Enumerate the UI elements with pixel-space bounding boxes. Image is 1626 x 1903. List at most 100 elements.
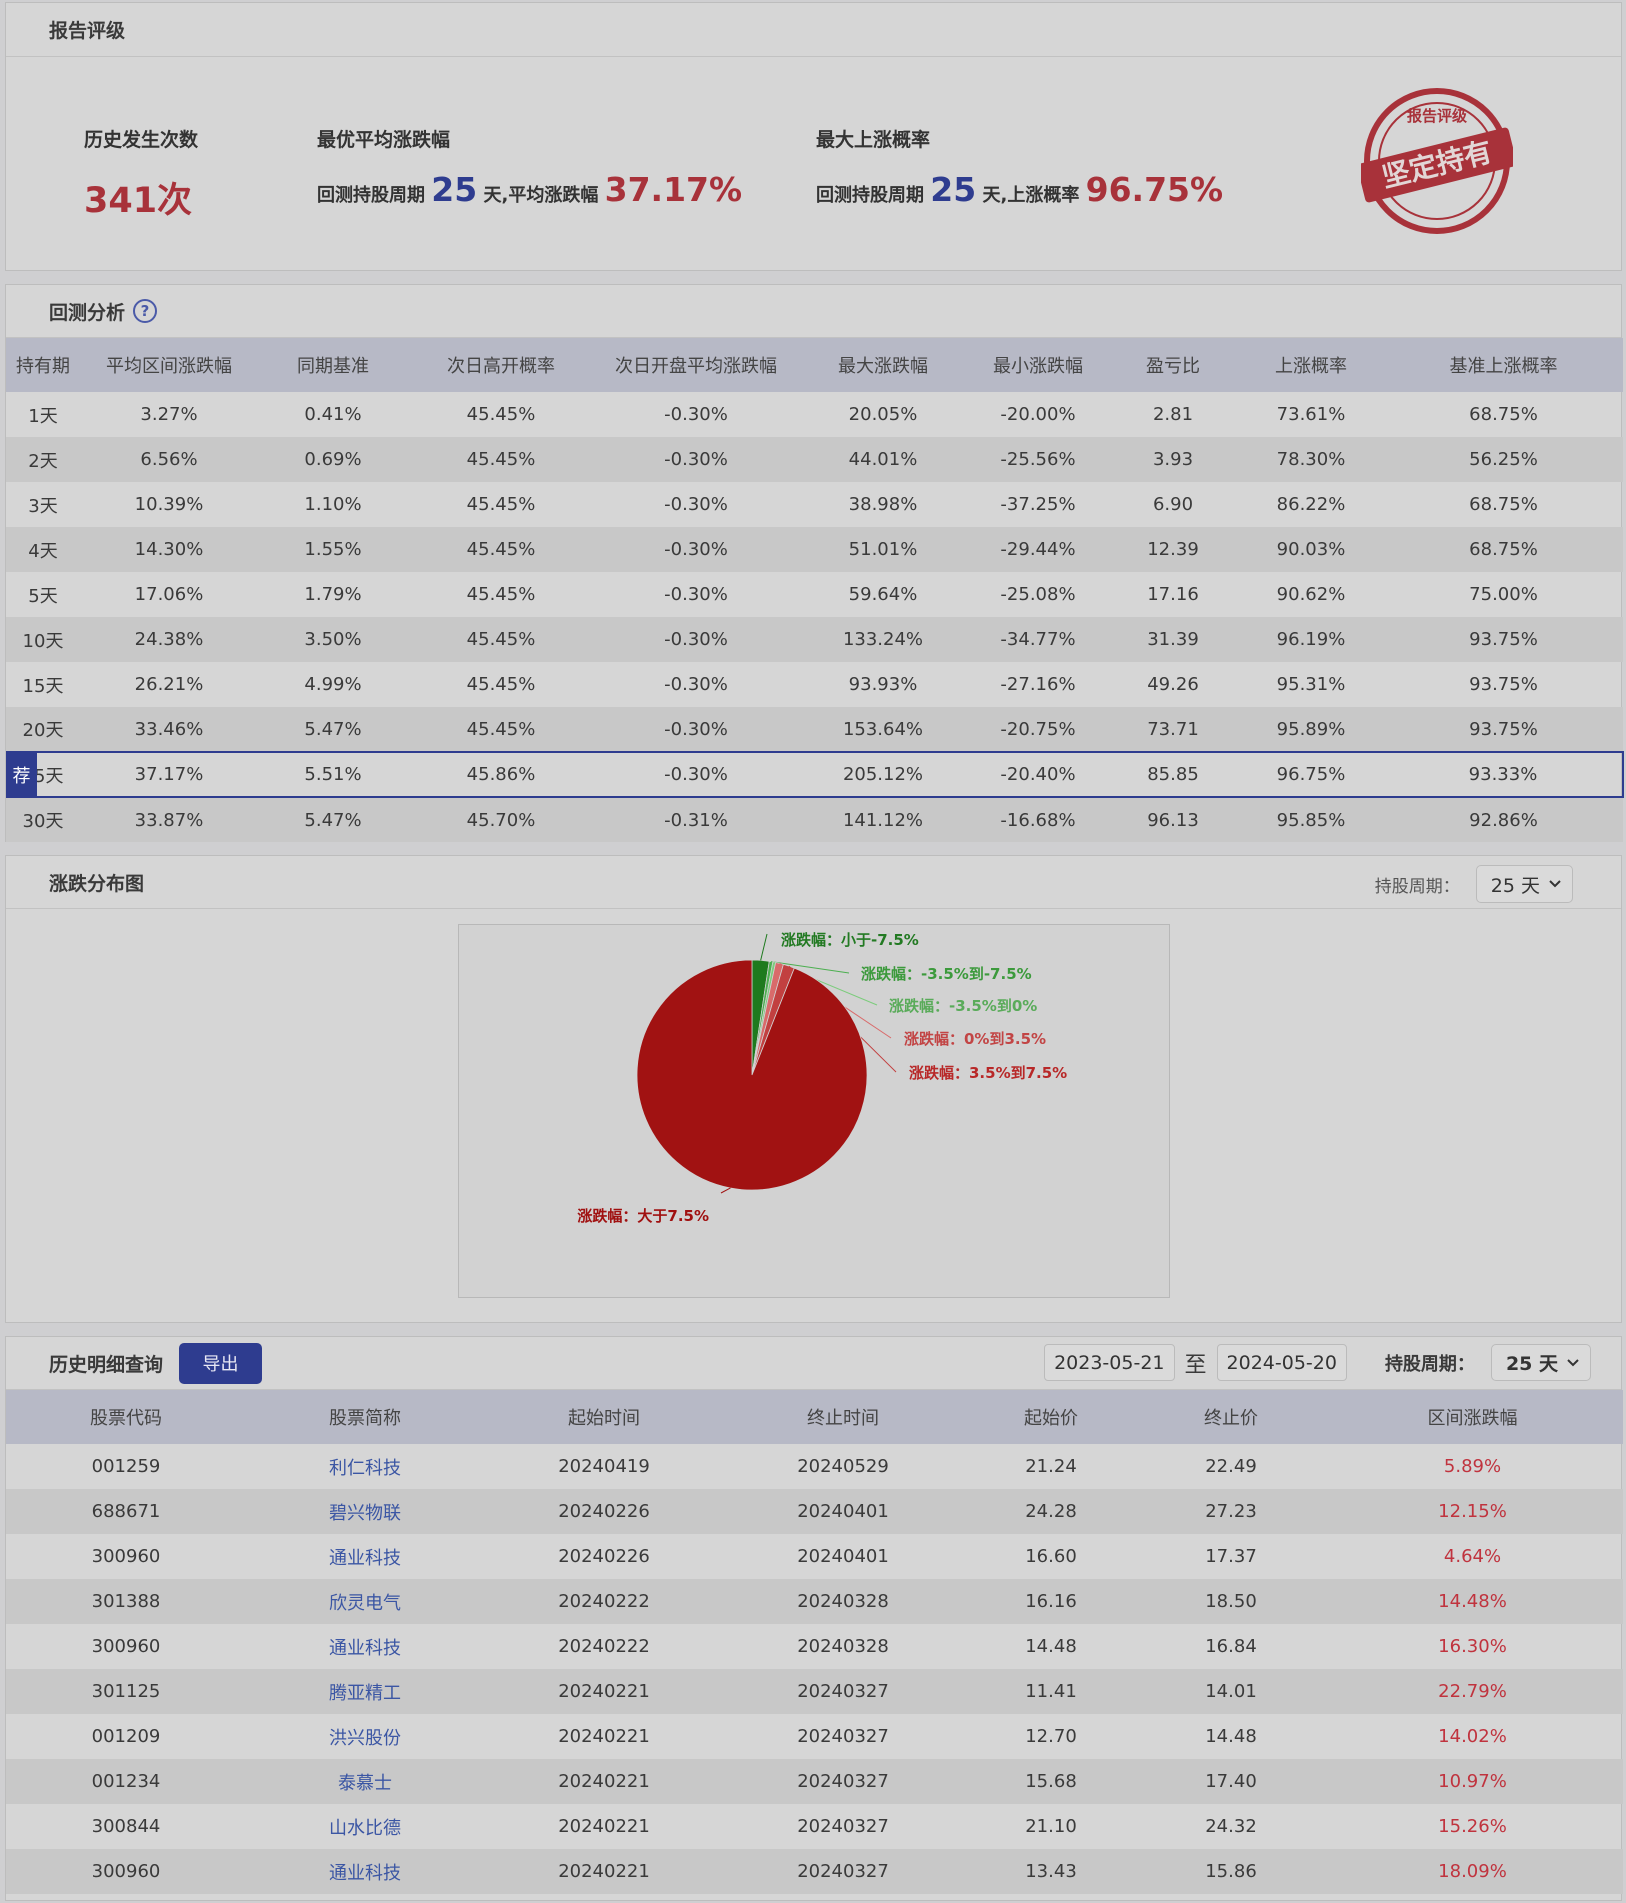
backtest-cell: 6.56%	[80, 437, 258, 482]
backtest-col-header: 上涨概率	[1238, 338, 1384, 392]
max-up-days: 25	[930, 170, 977, 209]
history-cell: 22.49	[1205, 1456, 1257, 1477]
backtest-cell: 133.24%	[798, 617, 968, 662]
history-cell: 20240529	[797, 1456, 889, 1477]
history-cell: 14.02%	[1322, 1714, 1623, 1759]
interval-change: 18.09%	[1438, 1861, 1507, 1882]
stock-name-link[interactable]: 腾亚精工	[329, 1682, 401, 1704]
history-hold-select[interactable]: 25 天	[1490, 1344, 1591, 1381]
backtest-cell: 0.41%	[304, 404, 362, 425]
history-col-header: 区间涨跌幅	[1322, 1390, 1623, 1444]
interval-change: 22.79%	[1438, 1681, 1507, 1702]
backtest-cell: -20.75%	[968, 707, 1108, 752]
interval-change: 12.15%	[1438, 1501, 1507, 1522]
history-cell: 16.16	[962, 1579, 1140, 1624]
history-title: 历史明细查询	[49, 1353, 164, 1376]
backtest-cell: 45.86%	[408, 751, 594, 798]
history-cell: 24.28	[962, 1489, 1140, 1534]
pie-slice-label: 涨跌幅：3.5%到7.5%	[909, 1064, 1067, 1082]
backtest-cell: 45.45%	[466, 584, 536, 605]
stock-name-link[interactable]: 利仁科技	[329, 1457, 401, 1479]
interval-change: 4.64%	[1443, 1546, 1502, 1567]
pie-slice-label: 涨跌幅：小于-7.5%	[781, 931, 919, 949]
history-cell: 20240222	[484, 1579, 724, 1624]
history-cell: 20240327	[797, 1726, 889, 1747]
history-col-header: 起始价	[962, 1390, 1140, 1444]
backtest-cell: -0.30%	[664, 494, 728, 515]
backtest-cell: 荐 25天	[6, 751, 80, 798]
stock-name-link[interactable]: 洪兴股份	[329, 1727, 401, 1749]
backtest-cell: 96.19%	[1238, 617, 1384, 662]
stock-name-link[interactable]: 泰慕士	[338, 1772, 392, 1794]
stock-name-link[interactable]: 山水比德	[329, 1817, 401, 1839]
history-cell: 20240328	[797, 1636, 889, 1657]
backtest-col-header: 基准上涨概率	[1384, 338, 1623, 392]
backtest-cell: 38.98%	[848, 494, 918, 515]
history-header: 历史明细查询 导出 2023-05-21 至 2024-05-20 持股周期： …	[6, 1337, 1621, 1390]
stock-name-link[interactable]: 通业科技	[329, 1637, 401, 1659]
backtest-col-header: 次日开盘平均涨跌幅	[594, 338, 798, 392]
date-separator: 至	[1184, 1352, 1207, 1378]
history-cell: 20240221	[484, 1759, 724, 1804]
history-cell: 16.84	[1205, 1636, 1257, 1657]
backtest-cell: 45.45%	[408, 617, 594, 662]
backtest-cell: 95.89%	[1238, 707, 1384, 752]
date-from-input[interactable]: 2023-05-21	[1044, 1344, 1175, 1381]
stock-name-link[interactable]: 欣灵电气	[329, 1592, 401, 1614]
history-cell: 14.01	[1140, 1669, 1322, 1714]
history-cell: 山水比德	[246, 1804, 484, 1849]
history-cell: 24.32	[1205, 1816, 1257, 1837]
best-avg-prefix: 回测持股周期	[317, 185, 425, 206]
stock-name-link[interactable]: 通业科技	[329, 1547, 401, 1569]
stock-name-link[interactable]: 碧兴物联	[329, 1502, 401, 1524]
history-cell: 13.43	[962, 1849, 1140, 1894]
help-icon[interactable]: ?	[133, 299, 158, 323]
history-cell: 泰慕士	[246, 1759, 484, 1804]
date-to-input[interactable]: 2024-05-20	[1216, 1344, 1347, 1381]
history-cell: 688671	[6, 1489, 246, 1534]
backtest-cell: 205.12%	[798, 751, 968, 798]
history-col-header: 终止价	[1140, 1390, 1322, 1444]
history-col-header: 股票简称	[246, 1390, 484, 1444]
hold-period-label: 持股周期：	[1374, 876, 1460, 897]
backtest-cell: 45.45%	[466, 494, 536, 515]
history-cell: 通业科技	[246, 1624, 484, 1669]
distribution-title: 涨跌分布图	[49, 872, 145, 895]
pie-slice-label: 涨跌幅：-3.5%到-7.5%	[861, 965, 1032, 983]
backtest-cell: 45.45%	[466, 674, 536, 695]
backtest-cell: 20天	[6, 707, 80, 752]
history-cell: 12.70	[1025, 1726, 1077, 1747]
history-cell: 20240401	[724, 1489, 962, 1534]
backtest-col-header: 最小涨跌幅	[968, 338, 1108, 392]
pie-slice	[636, 959, 868, 1191]
hold-period-select[interactable]: 25 天	[1475, 865, 1573, 903]
backtest-cell: 95.31%	[1276, 674, 1346, 695]
best-avg-mid: 天,平均涨跌幅	[483, 185, 599, 206]
backtest-cell: 73.71	[1108, 707, 1238, 752]
history-cell: 15.86	[1140, 1849, 1322, 1894]
history-col-header: 股票代码	[6, 1390, 246, 1444]
distribution-header: 涨跌分布图 持股周期： 25 天	[6, 856, 1621, 909]
max-up-stat: 最大上涨概率 回测持股周期 25 天,上涨概率 96.75%	[816, 125, 1223, 209]
history-cell: 4.64%	[1322, 1534, 1623, 1579]
best-avg-stat: 最优平均涨跌幅 回测持股周期 25 天,平均涨跌幅 37.17%	[317, 125, 742, 209]
backtest-row: 30天 33.87% 5.47% 45.70% -0.31% 141.12% -16.68%…	[6, 797, 1623, 842]
stock-name-link[interactable]: 通业科技	[329, 1862, 401, 1884]
history-cell: 001234	[6, 1759, 246, 1804]
backtest-col-header: 盈亏比	[1108, 338, 1238, 392]
export-button[interactable]: 导出	[179, 1342, 263, 1384]
backtest-cell: -0.30%	[594, 617, 798, 662]
backtest-row: 20天 33.46% 5.47% 45.45% -0.30% 153.64% -20.75%…	[6, 707, 1623, 752]
history-cell: 18.50	[1140, 1579, 1322, 1624]
history-cell: 20240222	[558, 1636, 650, 1657]
backtest-cell: 68.75%	[1469, 494, 1538, 515]
backtest-cell: 3.50%	[258, 617, 408, 662]
backtest-cell: 73.61%	[1276, 404, 1346, 425]
history-cell: 300844	[91, 1816, 161, 1837]
history-cell: 20240221	[558, 1726, 650, 1747]
history-cell: 20240221	[558, 1816, 650, 1837]
best-avg-label: 最优平均涨跌幅	[317, 129, 451, 151]
backtest-cell: 31.39	[1108, 617, 1238, 662]
history-cell: 27.23	[1140, 1489, 1322, 1534]
interval-change: 16.30%	[1438, 1636, 1507, 1657]
